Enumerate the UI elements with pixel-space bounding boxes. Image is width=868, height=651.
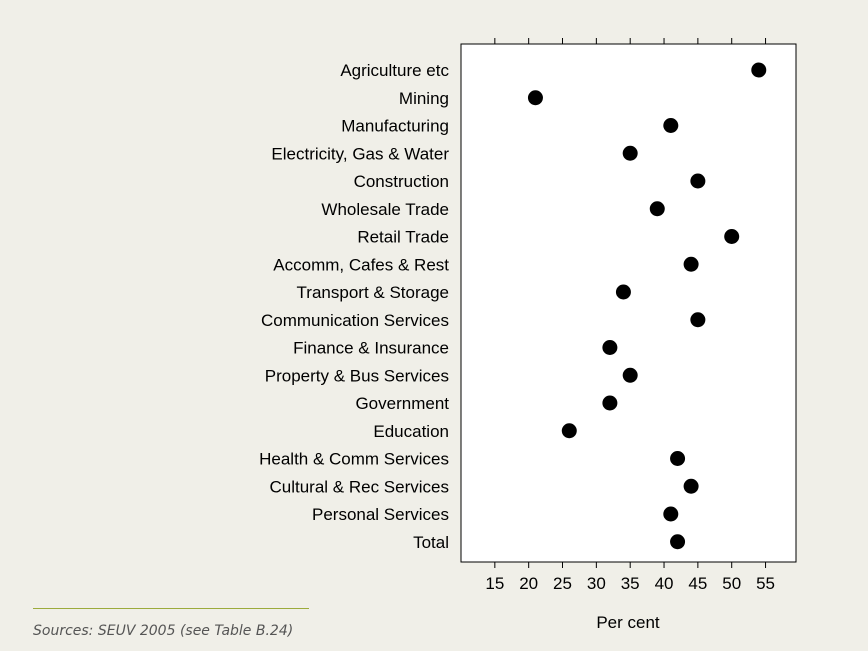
source-divider	[33, 608, 309, 609]
x-tick-label: 35	[621, 574, 640, 593]
category-label: Health & Comm Services	[259, 450, 449, 469]
category-label: Electricity, Gas & Water	[271, 144, 449, 163]
category-label: Accomm, Cafes & Rest	[273, 255, 449, 274]
data-point	[683, 478, 699, 494]
category-labels: Agriculture etc Mining Manufacturing Electr…	[259, 61, 449, 552]
category-label: Wholesale Trade	[321, 200, 449, 219]
category-label: Agriculture etc	[340, 61, 449, 80]
data-point	[663, 506, 679, 522]
category-label: Manufacturing	[341, 117, 449, 136]
category-label: Education	[373, 422, 449, 441]
x-tick-label: 30	[587, 574, 606, 593]
data-point	[690, 312, 706, 328]
data-point	[670, 534, 686, 550]
x-axis-title: Per cent	[596, 613, 660, 632]
x-tick-label: 15	[485, 574, 504, 593]
category-label: Mining	[399, 89, 449, 108]
data-point	[622, 145, 638, 161]
category-label: Transport & Storage	[297, 283, 449, 302]
category-label: Retail Trade	[357, 228, 449, 247]
x-tick-labels: 15 20 25 30 35 40 45 50 55	[485, 574, 775, 593]
category-label: Finance & Insurance	[293, 339, 449, 358]
category-label: Government	[355, 394, 449, 413]
data-point	[602, 340, 618, 355]
data-point	[561, 423, 577, 439]
category-label: Construction	[354, 172, 449, 191]
category-label: Personal Services	[312, 505, 449, 524]
data-point	[751, 62, 767, 78]
x-tick-label: 55	[756, 574, 775, 593]
category-label: Property & Bus Services	[265, 366, 449, 385]
category-label: Total	[413, 533, 449, 552]
x-tick-label: 20	[519, 574, 538, 593]
data-point	[622, 367, 638, 383]
data-point	[602, 395, 618, 411]
x-tick-label: 50	[722, 574, 741, 593]
x-tick-label: 45	[688, 574, 707, 593]
x-tick-label: 25	[553, 574, 572, 593]
data-point	[663, 118, 679, 133]
data-point	[724, 229, 740, 244]
data-point	[615, 284, 631, 300]
source-note: Sources: SEUV 2005 (see Table B.24)	[33, 623, 294, 639]
top-tick-marks	[494, 38, 767, 44]
category-label: Cultural & Rec Services	[269, 477, 449, 496]
bottom-tick-marks	[494, 562, 767, 568]
data-point	[690, 173, 706, 189]
data-point	[649, 201, 665, 217]
data-point	[683, 256, 699, 272]
data-points	[527, 62, 767, 550]
data-point	[527, 90, 543, 106]
category-label: Communication Services	[261, 311, 449, 330]
plot-area	[460, 43, 797, 563]
data-point	[670, 451, 686, 466]
x-tick-label: 40	[655, 574, 674, 593]
